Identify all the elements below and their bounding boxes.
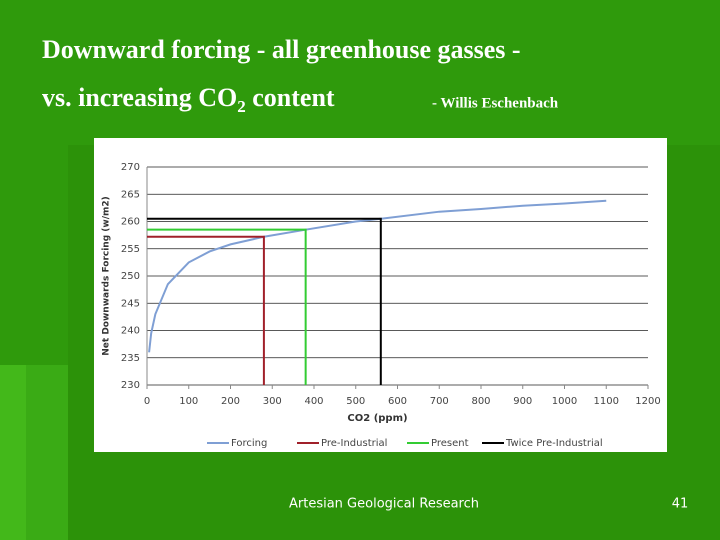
legend-label: Pre-Industrial (321, 438, 387, 449)
series-line (147, 235, 265, 385)
legend-label: Present (431, 438, 469, 449)
y-tick-label: 250 (121, 271, 140, 282)
y-axis-label: Net Downwards Forcing (w/m2) (102, 196, 112, 355)
y-tick-label: 235 (121, 353, 140, 364)
author: - Willis Eschenbach (432, 95, 559, 111)
y-tick-label: 240 (121, 326, 140, 337)
title-line1: Downward forcing - all greenhouse gasses… (42, 35, 521, 64)
title-subscript: 2 (237, 97, 246, 116)
footer: Artesian Geological Research (289, 497, 479, 512)
x-tick-label: 1200 (635, 396, 660, 407)
x-tick-label: 900 (513, 396, 532, 407)
x-tick-label: 200 (221, 396, 240, 407)
title-part: content (246, 83, 335, 112)
series-line (147, 217, 382, 385)
x-tick-label: 1000 (552, 396, 577, 407)
x-tick-label: 800 (471, 396, 490, 407)
y-tick-label: 270 (121, 162, 140, 173)
x-tick-label: 300 (263, 396, 282, 407)
y-tick-label: 260 (121, 217, 140, 228)
x-tick-label: 600 (388, 396, 407, 407)
deco (0, 365, 26, 540)
page-number: 41 (672, 497, 689, 512)
x-tick-label: 1100 (594, 396, 619, 407)
x-tick-label: 0 (144, 396, 150, 407)
deco (26, 365, 68, 540)
y-tick-label: 265 (121, 189, 140, 200)
x-tick-label: 100 (179, 396, 198, 407)
y-tick-label: 255 (121, 244, 140, 255)
series-line (148, 199, 607, 353)
y-tick-label: 230 (121, 380, 140, 391)
x-tick-label: 400 (304, 396, 323, 407)
title-part: vs. increasing CO (42, 83, 237, 112)
x-tick-label: 700 (430, 396, 449, 407)
x-axis-label: CO2 (ppm) (347, 413, 407, 424)
y-tick-label: 245 (121, 298, 140, 309)
legend-label: Twice Pre-Industrial (505, 438, 603, 449)
x-tick-label: 500 (346, 396, 365, 407)
legend-label: Forcing (231, 438, 267, 449)
chart: 230 235 240 245 250 255 260 265 270 0 100 200 300 400… (102, 162, 661, 449)
title-line2: vs. increasing CO2 content (42, 83, 335, 116)
series-line (147, 228, 307, 385)
